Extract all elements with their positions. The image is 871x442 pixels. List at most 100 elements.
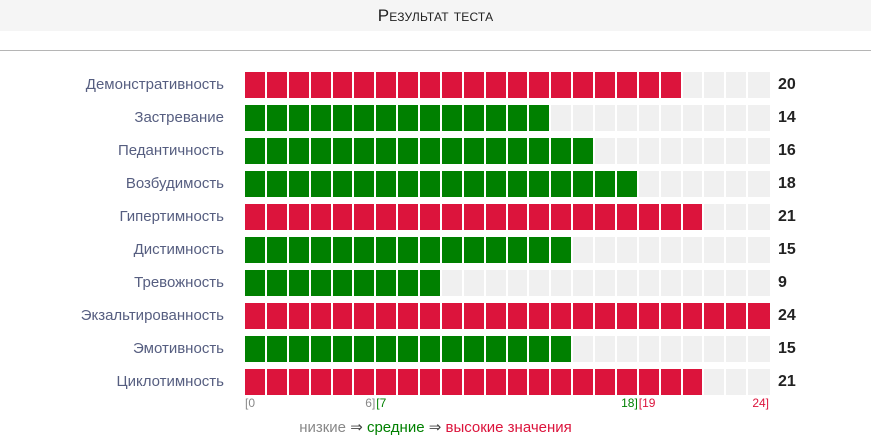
row-label: Дистимность (133, 241, 224, 258)
bar-segment-filled (332, 369, 353, 395)
bar-segment-empty (748, 270, 770, 296)
bar-segment-empty (726, 336, 747, 362)
bar-segment-empty (638, 138, 659, 164)
bar-segment-filled (266, 72, 287, 98)
bar-segment-filled (660, 303, 681, 329)
bar-segment-filled (529, 237, 550, 263)
bar-segment-filled (354, 105, 375, 131)
bar-segment-filled (332, 270, 353, 296)
bar-segment-empty (660, 171, 681, 197)
bar-segment-filled (463, 237, 484, 263)
bar-segment-filled (660, 369, 681, 395)
bar-segment-filled (638, 369, 659, 395)
bar-track (245, 303, 770, 329)
bar-segment-filled (245, 303, 265, 329)
bar-track (245, 237, 770, 263)
bar-segment-empty (595, 336, 615, 362)
bar-segment-filled (682, 204, 703, 230)
bar-segment-filled (398, 336, 418, 362)
bar-segment-filled (354, 303, 375, 329)
bar-segment-filled (398, 369, 418, 395)
bar-segment-filled (507, 105, 528, 131)
bar-segment-filled (529, 171, 550, 197)
bar-segment-filled (507, 303, 528, 329)
bar-segment-filled (245, 204, 265, 230)
bar-segment-filled (354, 369, 375, 395)
bar-segment-empty (616, 105, 637, 131)
bar-segment-filled (376, 369, 397, 395)
bar-segment-filled (682, 369, 703, 395)
bar-segment-filled (245, 270, 265, 296)
bar-segment-filled (420, 171, 440, 197)
bar-segment-empty (748, 237, 770, 263)
bar-segment-filled (441, 303, 462, 329)
legend-arrow: ⇒ (346, 419, 367, 436)
bar-segment-filled (420, 72, 440, 98)
bar-segment-empty (616, 237, 637, 263)
bar-segment-filled (398, 138, 418, 164)
bar-segment-empty (660, 270, 681, 296)
bar-segment-filled (551, 138, 572, 164)
bar-segment-filled (310, 72, 331, 98)
bar-segment-filled (376, 105, 397, 131)
bar-segment-empty (682, 270, 703, 296)
bar-segment-empty (573, 336, 593, 362)
bar-segment-empty (682, 138, 703, 164)
bar-segment-filled (441, 369, 462, 395)
bar-segment-empty (660, 336, 681, 362)
bar-segment-filled (310, 237, 331, 263)
bar-segment-filled (551, 171, 572, 197)
bar-segment-filled (245, 336, 265, 362)
legend-high: высокие значения (445, 419, 572, 436)
header-bar (0, 0, 871, 31)
bar-segment-filled (573, 138, 593, 164)
bar-segment-filled (266, 270, 287, 296)
bar-segment-filled (398, 270, 418, 296)
bar-segment-filled (485, 72, 506, 98)
bar-segment-filled (551, 204, 572, 230)
bar-segment-filled (354, 72, 375, 98)
bar-segment-filled (398, 105, 418, 131)
bar-segment-filled (354, 204, 375, 230)
bar-segment-empty (704, 171, 725, 197)
bar-segment-filled (266, 336, 287, 362)
bar-segment-filled (704, 303, 725, 329)
bar-segment-filled (332, 204, 353, 230)
bar-segment-filled (245, 138, 265, 164)
bar-segment-filled (245, 72, 265, 98)
bar-segment-filled (441, 105, 462, 131)
bar-segment-filled (266, 138, 287, 164)
bar-segment-empty (726, 105, 747, 131)
bar-segment-filled (507, 171, 528, 197)
bar-segment-filled (332, 171, 353, 197)
legend: низкие ⇒ средние ⇒ высокие значения (0, 419, 871, 437)
bar-segment-filled (529, 105, 550, 131)
scale-tick: 24] (752, 396, 769, 410)
bar-segment-filled (616, 204, 637, 230)
bar-segment-empty (660, 138, 681, 164)
bar-segment-filled (288, 204, 309, 230)
bar-segment-filled (485, 138, 506, 164)
row-label: Эмотивность (133, 340, 224, 357)
bar-segment-filled (398, 303, 418, 329)
bar-track (245, 105, 770, 131)
bar-segment-filled (354, 237, 375, 263)
bar-segment-filled (420, 138, 440, 164)
bar-segment-empty (726, 171, 747, 197)
bar-segment-filled (332, 105, 353, 131)
bar-segment-filled (638, 204, 659, 230)
bar-segment-filled (507, 72, 528, 98)
bar-segment-filled (266, 369, 287, 395)
bar-segment-filled (573, 204, 593, 230)
bar-segment-empty (726, 237, 747, 263)
bar-segment-filled (485, 204, 506, 230)
bar-segment-filled (376, 171, 397, 197)
bar-segment-filled (376, 237, 397, 263)
bar-segment-filled (485, 303, 506, 329)
bar-segment-filled (573, 72, 593, 98)
bar-segment-filled (529, 138, 550, 164)
bar-segment-filled (310, 138, 331, 164)
bar-segment-empty (748, 369, 770, 395)
bar-segment-empty (748, 72, 770, 98)
bar-segment-filled (463, 303, 484, 329)
